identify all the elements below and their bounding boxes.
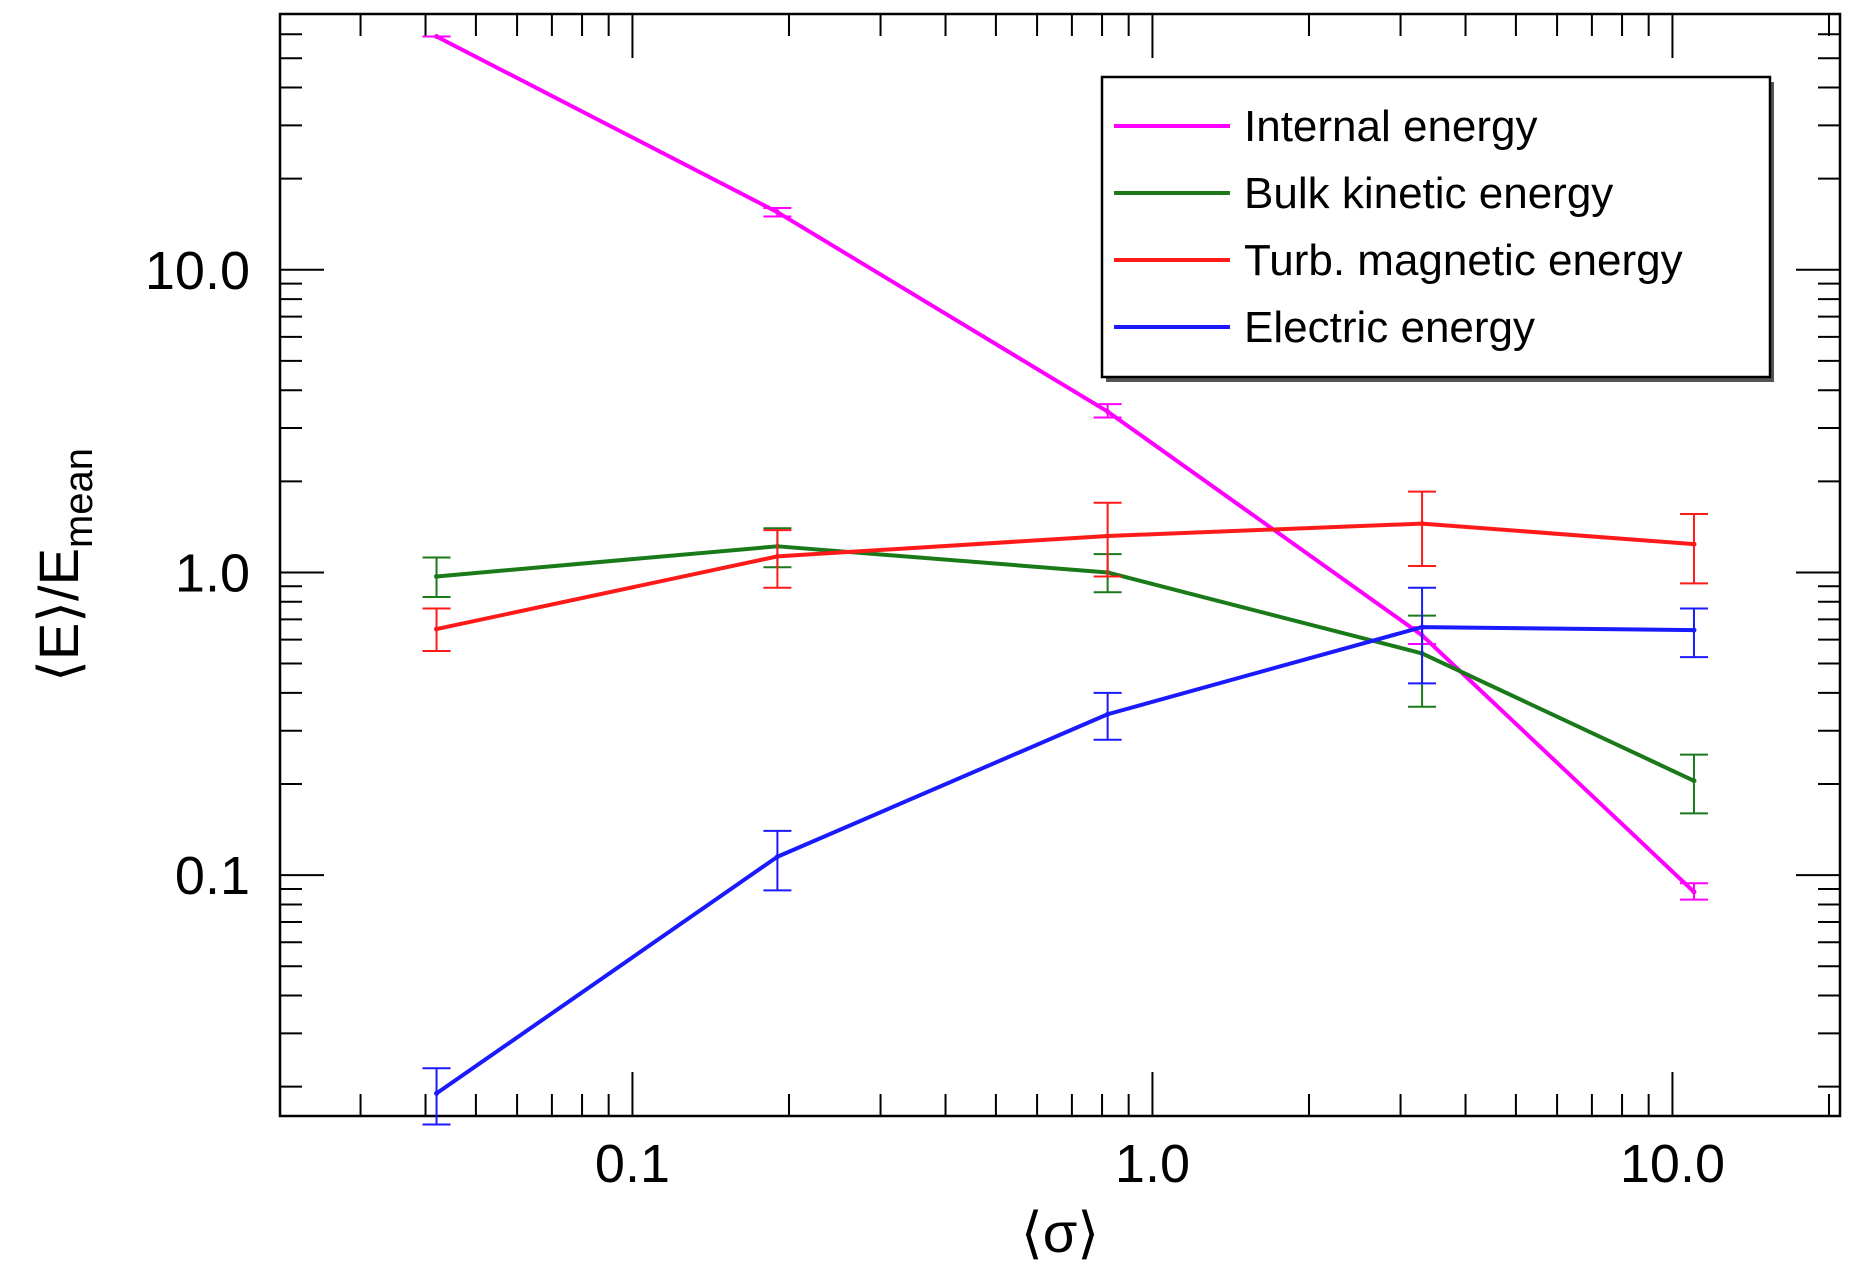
series-internal-energy — [422, 33, 1708, 901]
y-axis-title-subscript: mean — [57, 448, 101, 548]
x-tick-label: 0.1 — [595, 1134, 670, 1194]
legend-entry: Electric energy — [1114, 303, 1535, 352]
y-tick-label: 0.1 — [175, 846, 250, 906]
data-point — [434, 573, 440, 579]
data-point — [1419, 624, 1425, 630]
legend-entry: Internal energy — [1114, 102, 1538, 151]
x-tick-label: 10.0 — [1620, 1134, 1725, 1194]
legend-label: Electric energy — [1244, 303, 1535, 352]
x-tick-label: 1.0 — [1115, 1134, 1190, 1194]
legend-entry: Turb. magnetic energy — [1114, 236, 1683, 285]
data-point — [774, 553, 780, 559]
y-axis-title-main: ⟨E⟩/E — [27, 548, 90, 682]
data-point — [774, 854, 780, 860]
series-turb-magnetic-energy — [422, 490, 1708, 653]
tick-labels: 0.1 1.0 10.0 0.1 1.0 10.0 — [145, 241, 1725, 1194]
svg-text:⟨E⟩/Emean: ⟨E⟩/Emean — [27, 448, 101, 682]
series-bulk-kinetic-energy — [422, 527, 1708, 815]
data-point — [1105, 409, 1111, 415]
plot-frame — [278, 12, 1842, 1118]
series-electric-energy — [422, 586, 1708, 1126]
data-point — [774, 209, 780, 215]
series-line — [436, 544, 1695, 783]
data-point — [1691, 627, 1697, 633]
data-point — [1691, 778, 1697, 784]
y-tick-label: 10.0 — [145, 241, 250, 301]
legend-label: Turb. magnetic energy — [1244, 236, 1683, 285]
data-point — [434, 1090, 440, 1096]
data-point — [434, 33, 440, 39]
legend-label: Bulk kinetic energy — [1244, 169, 1613, 218]
y-axis-title: ⟨E⟩/Emean — [27, 448, 101, 682]
data-point — [1691, 889, 1697, 895]
x-axis-title: ⟨σ⟩ — [1021, 1201, 1099, 1264]
series-line — [435, 625, 1694, 1096]
axis-ticks — [280, 13, 1840, 1116]
data-point — [1105, 711, 1111, 717]
legend-label: Internal energy — [1244, 102, 1538, 151]
data-point — [434, 626, 440, 632]
y-tick-label: 1.0 — [175, 543, 250, 603]
series-layer — [422, 33, 1708, 1126]
data-point — [1419, 521, 1425, 527]
series-line — [436, 521, 1695, 632]
legend: Internal energy Bulk kinetic energy Turb. … — [1100, 75, 1774, 382]
legend-entry: Bulk kinetic energy — [1114, 169, 1613, 218]
data-point — [1105, 533, 1111, 539]
data-point — [1691, 541, 1697, 547]
